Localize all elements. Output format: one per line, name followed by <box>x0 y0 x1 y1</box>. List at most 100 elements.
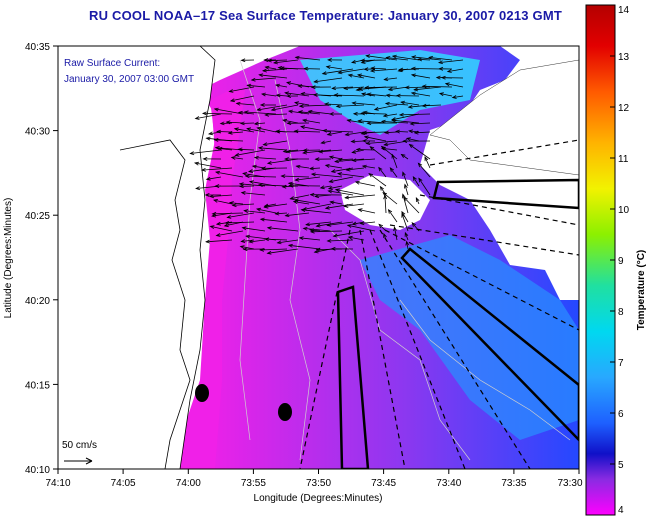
current-vector-head <box>324 164 330 168</box>
current-vector-head <box>373 106 379 111</box>
current-vector-head <box>391 118 397 123</box>
current-vector <box>422 85 453 88</box>
current-vector-head <box>361 130 367 135</box>
current-vector <box>229 86 255 92</box>
current-vector-head <box>324 205 330 210</box>
current-vector-head <box>355 147 361 152</box>
current-vector-head <box>287 109 293 114</box>
x-tick-label: 74:05 <box>111 478 136 489</box>
current-vector-head <box>274 129 280 134</box>
current-vector-head <box>385 93 391 98</box>
current-vector <box>299 104 332 107</box>
current-vector-head <box>378 223 384 229</box>
current-vector-head <box>243 209 249 213</box>
current-vector-head <box>275 93 281 98</box>
current-vector <box>335 158 365 162</box>
current-vector-head <box>413 87 419 92</box>
current-vector <box>260 248 288 251</box>
current-vector <box>323 130 354 133</box>
current-vector-head <box>378 166 383 172</box>
current-vector <box>399 113 431 116</box>
current-vector-head <box>237 110 243 115</box>
current-vector <box>230 95 255 102</box>
current-vector-head <box>259 217 265 222</box>
current-vector-head <box>350 59 356 64</box>
current-vector <box>327 131 343 136</box>
current-vector <box>293 201 310 205</box>
current-vector <box>265 113 288 116</box>
y-tick-label: 40:35 <box>25 42 50 53</box>
current-vector <box>352 149 365 153</box>
current-vector-head <box>305 222 311 227</box>
current-vector <box>295 56 321 61</box>
current-vector <box>245 175 277 178</box>
current-vector <box>418 163 431 178</box>
current-vector-head <box>229 98 235 103</box>
x-tick-label: 73:55 <box>241 478 266 489</box>
current-vector-head <box>211 211 217 216</box>
current-vector-head <box>293 198 299 203</box>
current-vector-head <box>328 112 334 116</box>
current-vector <box>214 139 244 142</box>
current-vector <box>381 121 409 124</box>
current-vector <box>364 136 387 142</box>
current-vector-head <box>224 220 230 225</box>
current-vector-head <box>287 243 293 248</box>
current-vector-head <box>308 166 314 171</box>
current-vector <box>415 197 420 205</box>
current-vector-head <box>444 82 450 87</box>
current-vector <box>206 176 222 180</box>
current-vector-head <box>400 153 406 159</box>
current-vector <box>231 157 244 160</box>
current-vector-head <box>318 149 324 154</box>
current-vector <box>338 68 365 74</box>
current-vector-head <box>435 75 441 80</box>
current-vector-head <box>360 58 366 63</box>
current-vector <box>309 167 321 170</box>
current-vector <box>404 232 409 241</box>
current-vector-head <box>366 121 372 126</box>
current-vector-head <box>410 66 416 71</box>
current-vector-head <box>354 180 360 185</box>
current-vector-head <box>336 172 342 176</box>
current-vector <box>396 131 409 133</box>
current-vector-head <box>245 234 251 239</box>
current-vector-head <box>248 180 254 185</box>
current-vector <box>249 239 266 243</box>
current-vector <box>256 208 277 214</box>
current-vector <box>330 201 343 205</box>
current-vector-head <box>408 143 414 149</box>
current-vector <box>201 167 233 171</box>
colorbar-tick-label: 9 <box>618 256 624 267</box>
current-vector-head <box>200 167 206 172</box>
current-vector-head <box>256 126 262 131</box>
colorbar-tick-label: 8 <box>618 307 624 318</box>
colorbar-tick-label: 7 <box>618 358 624 369</box>
current-vector-head <box>189 151 195 156</box>
current-vector-head <box>228 201 234 205</box>
colorbar-title: Temperature (°C) <box>636 250 647 331</box>
current-vector <box>303 149 332 154</box>
colorbar-tick-label: 6 <box>618 409 624 420</box>
current-vector-head <box>298 104 304 108</box>
current-vector-head <box>389 167 394 172</box>
current-vector-head <box>319 185 325 190</box>
current-vector-head <box>239 121 245 126</box>
current-vector-head <box>363 135 369 140</box>
current-vector-head <box>361 139 367 143</box>
current-vector <box>366 140 398 144</box>
current-vector-head <box>286 81 292 86</box>
current-vector <box>236 103 255 106</box>
current-vector-head <box>314 157 320 162</box>
colorbar-ticks: 14 13 12 11 10 9 8 7 6 5 4 <box>610 4 630 516</box>
current-vector <box>358 209 376 214</box>
scale-label: 50 cm/s <box>62 440 97 451</box>
current-vector-head <box>270 107 276 112</box>
current-vector-head <box>403 196 408 202</box>
current-vector <box>232 203 255 206</box>
current-vector-head <box>266 58 272 63</box>
current-vector-head <box>357 73 362 78</box>
current-vector-head <box>286 94 292 98</box>
current-vector <box>391 154 398 169</box>
